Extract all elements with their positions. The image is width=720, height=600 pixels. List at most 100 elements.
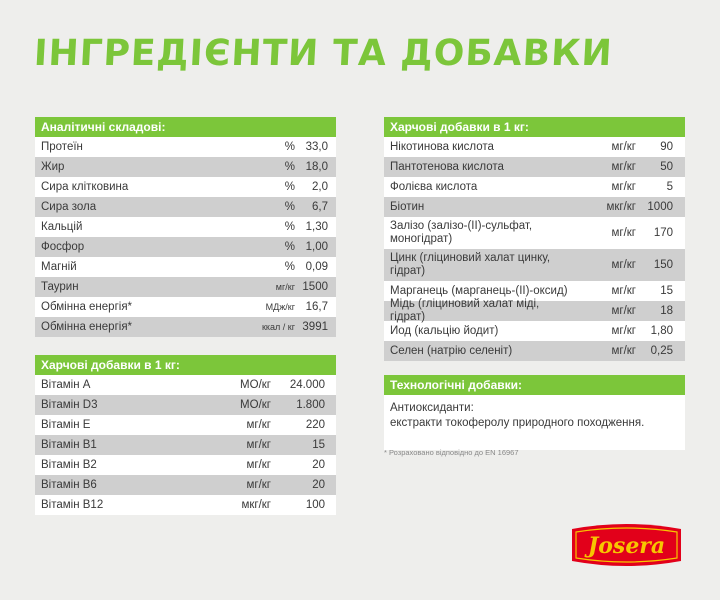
vitamins-table-body: Вітамін A МО/кг 24.000 Вітамін D3 МО/кг 1.800…: [35, 375, 336, 515]
table-row: Вітамін D3 МО/кг 1.800: [35, 395, 336, 415]
row-unit: %: [284, 181, 295, 193]
row-name: Жир: [41, 160, 65, 173]
row-value: 15: [312, 439, 325, 451]
analytic-table-body: Протеїн% 33,0 Жир% 18,0 Сира клітковина% 2,0 С…: [35, 137, 336, 337]
row-value: 1,30: [305, 221, 328, 233]
row-name: Селен (натрію селеніт): [390, 344, 513, 357]
row-value: 100: [305, 499, 325, 511]
row-value: 18: [660, 305, 673, 317]
row-name: Вітамін B6: [41, 478, 97, 491]
table-row: Сира зола% 6,7: [35, 197, 336, 217]
row-unit: мг/кг: [611, 285, 636, 297]
josera-logo-icon: Josera: [572, 524, 681, 566]
table-row: Вітамін B12 мкг/кг 100: [35, 495, 336, 515]
table-row: Обмінна енергія* ккал / кг 3991: [35, 317, 336, 337]
minerals-table-body: Нікотинова кислота мг/кг 90 Пантотенова кис…: [384, 137, 685, 361]
table-row: Кальцій% 1,30: [35, 217, 336, 237]
tech-additives-line-2: екстракти токоферолу природного походжен…: [390, 417, 645, 429]
row-name: Йод (кальцію йодит): [390, 324, 499, 337]
footnote: * Розраховано відповідно до EN 16967: [384, 448, 519, 457]
table-row: Селен (натрію селеніт) мг/кг 0,25: [384, 341, 685, 361]
row-name: Вітамін B2: [41, 458, 97, 471]
row-value: 20: [312, 459, 325, 471]
row-unit: мг/кг: [611, 181, 636, 193]
table-row: Йод (кальцію йодит) мг/кг 1,80: [384, 321, 685, 341]
row-name: Вітамін D3: [41, 398, 98, 411]
row-value: 16,7: [305, 301, 328, 313]
row-unit: мг/кг: [246, 439, 271, 451]
table-row: Вітамін B6 мг/кг 20: [35, 475, 336, 495]
row-unit: %: [284, 221, 295, 233]
tech-additives-line-1: Антиоксиданти:: [390, 402, 474, 414]
row-name: Залізо (залізо-(II)-сульфат, моногідрат): [390, 220, 533, 245]
row-name: Мідь (гліциновий халат міді, гідрат): [390, 298, 540, 323]
row-value: 24.000: [289, 379, 325, 391]
table-row: Вітамін E мг/кг 220: [35, 415, 336, 435]
row-name: Біотин: [390, 200, 425, 213]
table-row: Жир% 18,0: [35, 157, 336, 177]
row-unit: мг/кг: [611, 305, 636, 317]
row-unit: %: [284, 161, 295, 173]
row-value: 0,25: [650, 345, 673, 357]
row-value: 1000: [647, 201, 673, 213]
table-row: Пантотенова кислота мг/кг 50: [384, 157, 685, 177]
row-name: Фосфор: [41, 240, 85, 253]
row-unit: МДж/кг: [265, 302, 295, 312]
row-name: Сира зола: [41, 200, 97, 213]
row-value: 1500: [302, 281, 328, 293]
row-name: Обмінна енергія*: [41, 300, 133, 313]
table-row: Фосфор% 1,00: [35, 237, 336, 257]
row-name: Пантотенова кислота: [390, 160, 504, 173]
row-value: 15: [660, 285, 673, 297]
row-unit: мкг/кг: [606, 201, 636, 213]
row-name: Вітамін B12: [41, 498, 104, 511]
row-value: 18,0: [305, 161, 328, 173]
table-row: Мідь (гліциновий халат міді, гідрат) мг/к…: [384, 298, 685, 323]
minerals-table: Харчові добавки в 1 кг: Нікотинова кисло…: [384, 117, 685, 361]
table-row: Сира клітковина% 2,0: [35, 177, 336, 197]
row-unit: мг/кг: [611, 345, 636, 357]
row-value: 3991: [302, 321, 328, 333]
row-name: Кальцій: [41, 220, 83, 233]
analytic-table: Аналітичні складові: Протеїн% 33,0 Жир% 18,…: [35, 117, 336, 337]
page-title: ІНГРЕДІЄНТИ ТА ДОБАВКИ: [32, 33, 614, 74]
row-name: Магній: [41, 260, 77, 273]
vitamins-table: Харчові добавки в 1 кг: Вітамін A МО/кг 24…: [35, 355, 336, 515]
row-value: 1.800: [296, 399, 325, 411]
table-row: Вітамін A МО/кг 24.000: [35, 375, 336, 395]
tech-additives-body: Антиоксиданти: екстракти токоферолу прир…: [384, 395, 685, 450]
table-row: Біотин мкг/кг 1000: [384, 197, 685, 217]
row-unit: мг/кг: [611, 325, 636, 337]
row-name: Вітамін A: [41, 378, 91, 391]
row-name: Марганець (марганець-(II)-оксид): [390, 284, 568, 297]
row-value: 170: [653, 227, 673, 239]
josera-logo: Josera: [568, 521, 685, 569]
row-unit: мг/кг: [611, 141, 636, 153]
row-value: 20: [312, 479, 325, 491]
row-unit: мг/кг: [246, 479, 271, 491]
logo-badge-shape: [572, 524, 681, 566]
row-unit: %: [284, 201, 295, 213]
row-unit: %: [284, 261, 295, 273]
analytic-table-header: Аналітичні складові:: [35, 117, 336, 137]
row-value: 1,80: [650, 325, 673, 337]
table-row: Таурин мг/кг 1500: [35, 277, 336, 297]
row-unit: мг/кг: [611, 259, 636, 271]
row-name: Вітамін E: [41, 418, 91, 431]
table-row: Залізо (залізо-(II)-сульфат, моногідрат)…: [384, 217, 685, 249]
logo-wordmark: Josera: [584, 533, 665, 559]
row-unit: ккал / кг: [261, 322, 295, 332]
table-row: Обмінна енергія* МДж/кг 16,7: [35, 297, 336, 317]
row-value: 0,09: [305, 261, 328, 273]
row-name: Протеїн: [41, 140, 83, 153]
row-name: Нікотинова кислота: [390, 140, 494, 153]
row-unit: %: [284, 241, 295, 253]
row-value: 220: [305, 419, 325, 431]
tech-additives-header: Технологічні добавки:: [384, 375, 685, 395]
table-row: Протеїн% 33,0: [35, 137, 336, 157]
vitamins-table-header: Харчові добавки в 1 кг:: [35, 355, 336, 375]
row-unit: %: [284, 141, 295, 153]
tech-additives-box: Технологічні добавки: Антиоксиданти: екс…: [384, 375, 685, 450]
table-row: Цинк (гліциновий халат цинку, гідрат) мг/…: [384, 249, 685, 281]
row-value: 6,7: [312, 201, 328, 213]
